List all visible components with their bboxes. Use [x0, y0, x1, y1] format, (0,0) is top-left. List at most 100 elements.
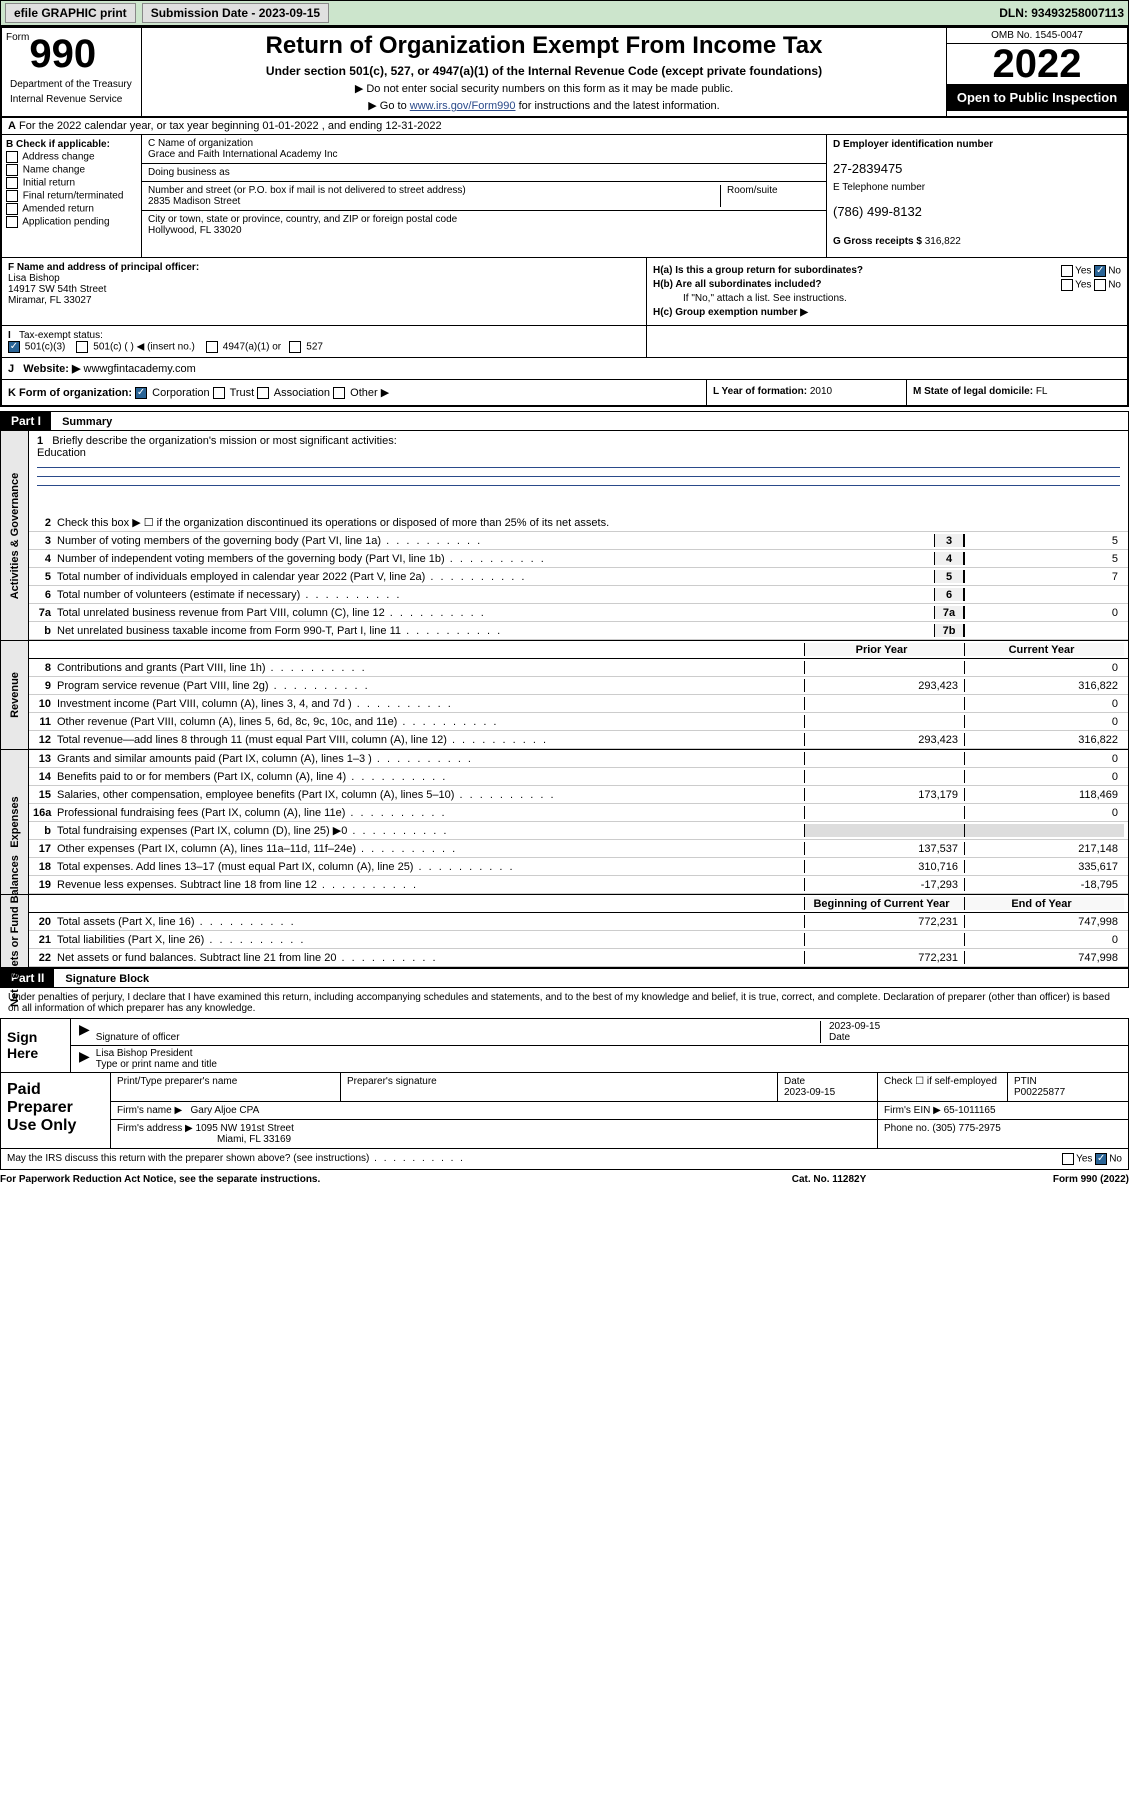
officer-name: Lisa Bishop [8, 273, 60, 284]
gross-receipts: 316,822 [925, 236, 961, 247]
section-bcd: B Check if applicable: Address change Na… [0, 135, 1129, 258]
irs-link[interactable]: www.irs.gov/Form990 [410, 100, 516, 112]
form-word: Form [6, 32, 29, 43]
summary-line: 22Net assets or fund balances. Subtract … [29, 949, 1128, 967]
summary-line: 6Total number of volunteers (estimate if… [29, 586, 1128, 604]
summary-line: 19Revenue less expenses. Subtract line 1… [29, 876, 1128, 894]
prep-phone: (305) 775-2975 [932, 1123, 1000, 1134]
prep-date: 2023-09-15 [784, 1087, 835, 1098]
check-amended[interactable]: Amended return [6, 203, 137, 215]
form-year-cell: OMB No. 1545-0047 2022 Open to Public In… [947, 28, 1127, 116]
submission-label: Submission Date - [151, 6, 259, 20]
room-suite: Room/suite [720, 185, 820, 207]
side-activities: Activities & Governance [1, 431, 29, 640]
section-h: H(a) Is this a group return for subordin… [647, 258, 1127, 325]
check-pending[interactable]: Application pending [6, 216, 137, 228]
check-final-return[interactable]: Final return/terminated [6, 190, 137, 202]
summary-line: bTotal fundraising expenses (Part IX, co… [29, 822, 1128, 840]
check-address-change[interactable]: Address change [6, 151, 137, 163]
part-ii-title: Signature Block [57, 971, 157, 987]
irs-label: Internal Revenue Service [6, 92, 137, 107]
sign-here-label: Sign Here [1, 1019, 71, 1072]
year-formation: 2010 [810, 386, 832, 397]
state-domicile: FL [1036, 386, 1048, 397]
summary-line: 12Total revenue—add lines 8 through 11 (… [29, 731, 1128, 749]
tax-year: 2022 [947, 44, 1127, 84]
form-note1: ▶ Do not enter social security numbers o… [150, 82, 938, 95]
efile-button[interactable]: efile GRAPHIC print [5, 3, 136, 23]
form-title: Return of Organization Exempt From Incom… [150, 32, 938, 60]
org-name: Grace and Faith International Academy In… [148, 149, 338, 160]
section-f: F Name and address of principal officer:… [2, 258, 647, 325]
check-4947[interactable] [206, 341, 218, 353]
section-j: J Website: ▶ wwwgfintacademy.com [0, 358, 1129, 380]
form-number-cell: Form990 Department of the Treasury Inter… [2, 28, 142, 116]
firm-addr2: Miami, FL 33169 [117, 1134, 291, 1145]
footer: For Paperwork Reduction Act Notice, see … [0, 1170, 1129, 1189]
dept-treasury: Department of the Treasury [6, 77, 137, 92]
summary-line: 4Number of independent voting members of… [29, 550, 1128, 568]
summary-line: 16aProfessional fundraising fees (Part I… [29, 804, 1128, 822]
side-revenue: Revenue [1, 641, 29, 749]
form-year-footer: Form 990 (2022) [929, 1174, 1129, 1185]
summary-line: 15Salaries, other compensation, employee… [29, 786, 1128, 804]
check-initial-return[interactable]: Initial return [6, 177, 137, 189]
firm-addr1: 1095 NW 191st Street [196, 1123, 294, 1134]
discuss-yes[interactable] [1062, 1153, 1074, 1165]
submission-date: 2023-09-15 [259, 6, 320, 20]
arrow-icon: ▶ [79, 1021, 90, 1043]
cat-no: Cat. No. 11282Y [729, 1174, 929, 1185]
form-title-cell: Return of Organization Exempt From Incom… [142, 28, 947, 116]
period-row: A For the 2022 calendar year, or tax yea… [0, 118, 1129, 135]
part-i-title: Summary [54, 414, 120, 430]
dln-number: DLN: 93493258007113 [999, 6, 1124, 20]
form-number: 990 [29, 32, 96, 76]
check-501c[interactable] [76, 341, 88, 353]
check-trust[interactable] [213, 387, 225, 399]
firm-name: Gary Aljoe CPA [191, 1105, 260, 1116]
summary-line: 3Number of voting members of the governi… [29, 532, 1128, 550]
summary-line: 13Grants and similar amounts paid (Part … [29, 750, 1128, 768]
discuss-row: May the IRS discuss this return with the… [0, 1149, 1129, 1170]
sig-date: 2023-09-15 [829, 1021, 880, 1032]
summary-line: 11Other revenue (Part VIII, column (A), … [29, 713, 1128, 731]
submission-date-button[interactable]: Submission Date - 2023-09-15 [142, 3, 329, 23]
summary-line: 18Total expenses. Add lines 13–17 (must … [29, 858, 1128, 876]
summary-line: 10Investment income (Part VIII, column (… [29, 695, 1128, 713]
summary-line: 9Program service revenue (Part VIII, lin… [29, 677, 1128, 695]
city-state-zip: Hollywood, FL 33020 [148, 225, 242, 236]
website-value: wwwgfintacademy.com [84, 363, 196, 375]
section-fh: F Name and address of principal officer:… [0, 258, 1129, 326]
summary-line: 14Benefits paid to or for members (Part … [29, 768, 1128, 786]
section-d: D Employer identification number27-28394… [827, 135, 1127, 257]
check-other[interactable] [333, 387, 345, 399]
check-501c3[interactable] [8, 341, 20, 353]
part-i: Part I Summary Activities & Governance 1… [0, 411, 1129, 968]
top-bar: efile GRAPHIC print Submission Date - 20… [0, 0, 1129, 26]
check-self-employed[interactable]: Check ☐ if self-employed [878, 1073, 1008, 1101]
paid-preparer-label: Paid Preparer Use Only [1, 1073, 111, 1148]
summary-line: 20Total assets (Part X, line 16)772,2317… [29, 913, 1128, 931]
side-netassets: Net Assets or Fund Balances [1, 895, 29, 967]
section-c: C Name of organization Grace and Faith I… [142, 135, 827, 257]
discuss-no[interactable] [1095, 1153, 1107, 1165]
summary-line: 8Contributions and grants (Part VIII, li… [29, 659, 1128, 677]
check-corp[interactable] [135, 387, 147, 399]
ein-value: 27-2839475 [833, 161, 902, 176]
summary-line: 5Total number of individuals employed in… [29, 568, 1128, 586]
section-k: K Form of organization: Corporation Trus… [0, 380, 1129, 407]
section-b: B Check if applicable: Address change Na… [2, 135, 142, 257]
open-public-badge: Open to Public Inspection [947, 84, 1127, 111]
part-i-label: Part I [1, 412, 51, 430]
check-527[interactable] [289, 341, 301, 353]
section-i-row: I Tax-exempt status: 501(c)(3) 501(c) ( … [0, 326, 1129, 358]
check-assoc[interactable] [257, 387, 269, 399]
mission-text: Education [37, 447, 86, 459]
officer-printed-name: Lisa Bishop President [96, 1048, 193, 1059]
officer-addr1: 14917 SW 54th Street [8, 284, 106, 295]
summary-line: 7aTotal unrelated business revenue from … [29, 604, 1128, 622]
declaration-text: Under penalties of perjury, I declare th… [0, 988, 1129, 1019]
check-name-change[interactable]: Name change [6, 164, 137, 176]
summary-line: 21Total liabilities (Part X, line 26)0 [29, 931, 1128, 949]
form-note2: ▶ Go to www.irs.gov/Form990 for instruct… [150, 99, 938, 112]
